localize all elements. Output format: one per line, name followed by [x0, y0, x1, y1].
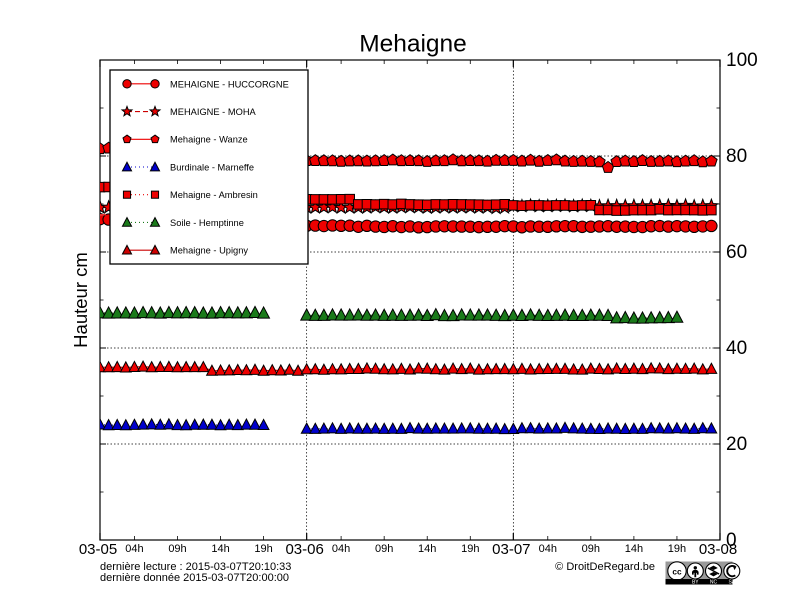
svg-text:09h: 09h: [375, 543, 393, 555]
svg-text:60: 60: [726, 242, 747, 263]
svg-text:MEHAIGNE - MOHA: MEHAIGNE - MOHA: [170, 107, 257, 117]
svg-text:Hauteur cm: Hauteur cm: [70, 252, 91, 348]
svg-text:20: 20: [726, 434, 747, 455]
svg-text:09h: 09h: [168, 543, 186, 555]
svg-text:Soile - Hemptinne: Soile - Hemptinne: [170, 218, 244, 228]
svg-text:19h: 19h: [668, 543, 686, 555]
svg-text:09h: 09h: [582, 543, 600, 555]
svg-text:Burdinale - Marneffe: Burdinale - Marneffe: [170, 162, 254, 172]
svg-text:100: 100: [726, 50, 758, 71]
svg-text:BY: BY: [692, 580, 699, 586]
svg-text:80: 80: [726, 146, 747, 167]
svg-text:03-08: 03-08: [699, 541, 737, 558]
svg-text:04h: 04h: [539, 543, 557, 555]
svg-text:14h: 14h: [418, 543, 436, 555]
svg-text:dernière donnée 2015-03-07T20: dernière donnée 2015-03-07T20:00:00: [100, 572, 289, 584]
svg-text:19h: 19h: [461, 543, 479, 555]
svg-text:03-05: 03-05: [79, 541, 117, 558]
svg-text:© DroitDeRegard.be: © DroitDeRegard.be: [555, 561, 655, 573]
svg-text:19h: 19h: [254, 543, 272, 555]
svg-text:03-06: 03-06: [285, 541, 323, 558]
svg-text:14h: 14h: [625, 543, 643, 555]
svg-text:NC: NC: [710, 580, 718, 586]
svg-text:Mehaigne: Mehaigne: [359, 31, 467, 58]
svg-text:40: 40: [726, 338, 747, 359]
svg-text:cc: cc: [672, 566, 682, 576]
svg-text:03-07: 03-07: [492, 541, 530, 558]
svg-text:Mehaigne - Wanze: Mehaigne - Wanze: [170, 135, 248, 145]
svg-text:MEHAIGNE - HUCCORGNE: MEHAIGNE - HUCCORGNE: [170, 79, 289, 89]
svg-text:04h: 04h: [332, 543, 350, 555]
svg-text:04h: 04h: [125, 543, 143, 555]
svg-text:SA: SA: [728, 580, 735, 586]
svg-text:Mehaigne - Upigny: Mehaigne - Upigny: [170, 246, 248, 256]
svg-text:Mehaigne - Ambresin: Mehaigne - Ambresin: [170, 190, 258, 200]
svg-text:14h: 14h: [211, 543, 229, 555]
